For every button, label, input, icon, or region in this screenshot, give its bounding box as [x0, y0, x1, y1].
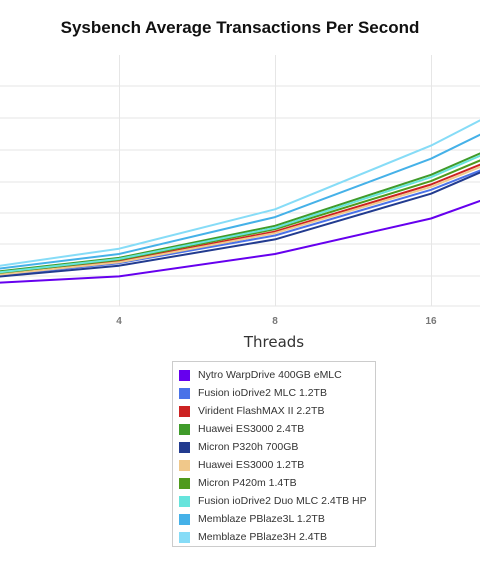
legend-item[interactable]: Nytro WarpDrive 400GB eMLC	[173, 366, 375, 384]
legend-item[interactable]: Micron P420m 1.4TB	[173, 474, 375, 492]
x-tick-labels: 4 8 16	[116, 316, 437, 327]
legend-item[interactable]: Memblaze PBlaze3H 2.4TB	[173, 528, 375, 546]
series-line-3	[0, 163, 480, 275]
legend-label: Micron P320h 700GB	[198, 441, 299, 453]
series-line-9	[0, 133, 480, 270]
series-line-7	[0, 159, 480, 274]
legend-swatch	[179, 495, 190, 507]
legend-label: Nytro WarpDrive 400GB eMLC	[198, 369, 342, 381]
x-tick-label: 4	[116, 316, 122, 327]
legend-swatch	[179, 441, 190, 453]
legend-label: Huawei ES3000 1.2TB	[198, 459, 305, 471]
chart-title: Sysbench Average Transactions Per Second	[60, 18, 420, 37]
x-tick-label: 8	[272, 316, 278, 327]
x-tick-label: 16	[425, 316, 437, 327]
legend-label: Micron P420m 1.4TB	[198, 477, 297, 489]
series-line-8	[0, 154, 480, 274]
legend-item[interactable]: Huawei ES3000 2.4TB	[173, 420, 375, 438]
x-axis-title: Threads	[243, 333, 305, 351]
legend-swatch	[179, 459, 190, 471]
legend-swatch	[179, 423, 190, 435]
series-line-10	[0, 119, 480, 267]
grid-layer	[0, 55, 480, 307]
legend-swatch	[179, 369, 190, 381]
legend-swatch	[179, 405, 190, 417]
legend-item[interactable]: Huawei ES3000 1.2TB	[173, 456, 375, 474]
legend-label: Memblaze PBlaze3L 1.2TB	[198, 513, 325, 525]
series-line-6	[0, 166, 480, 276]
series-layer	[0, 119, 480, 284]
legend-swatch	[179, 387, 190, 399]
legend-label: Virident FlashMAX II 2.2TB	[198, 405, 325, 417]
legend-label: Memblaze PBlaze3H 2.4TB	[198, 531, 327, 543]
legend-item[interactable]: Memblaze PBlaze3L 1.2TB	[173, 510, 375, 528]
legend: Nytro WarpDrive 400GB eMLC Fusion ioDrive…	[172, 361, 376, 547]
series-line-2	[0, 169, 480, 277]
legend-label: Fusion ioDrive2 Duo MLC 2.4TB HP	[198, 495, 367, 507]
series-line-4	[0, 152, 480, 273]
legend-label: Huawei ES3000 2.4TB	[198, 423, 305, 435]
legend-label: Fusion ioDrive2 MLC 1.2TB	[198, 387, 327, 399]
legend-item[interactable]: Micron P320h 700GB	[173, 438, 375, 456]
legend-swatch	[179, 531, 190, 543]
legend-item[interactable]: Virident FlashMAX II 2.2TB	[173, 402, 375, 420]
legend-swatch	[179, 477, 190, 489]
legend-item[interactable]: Fusion ioDrive2 Duo MLC 2.4TB HP	[173, 492, 375, 510]
series-line-1	[0, 199, 480, 284]
legend-item[interactable]: Fusion ioDrive2 MLC 1.2TB	[173, 384, 375, 402]
legend-swatch	[179, 513, 190, 525]
series-line-5	[0, 171, 480, 278]
